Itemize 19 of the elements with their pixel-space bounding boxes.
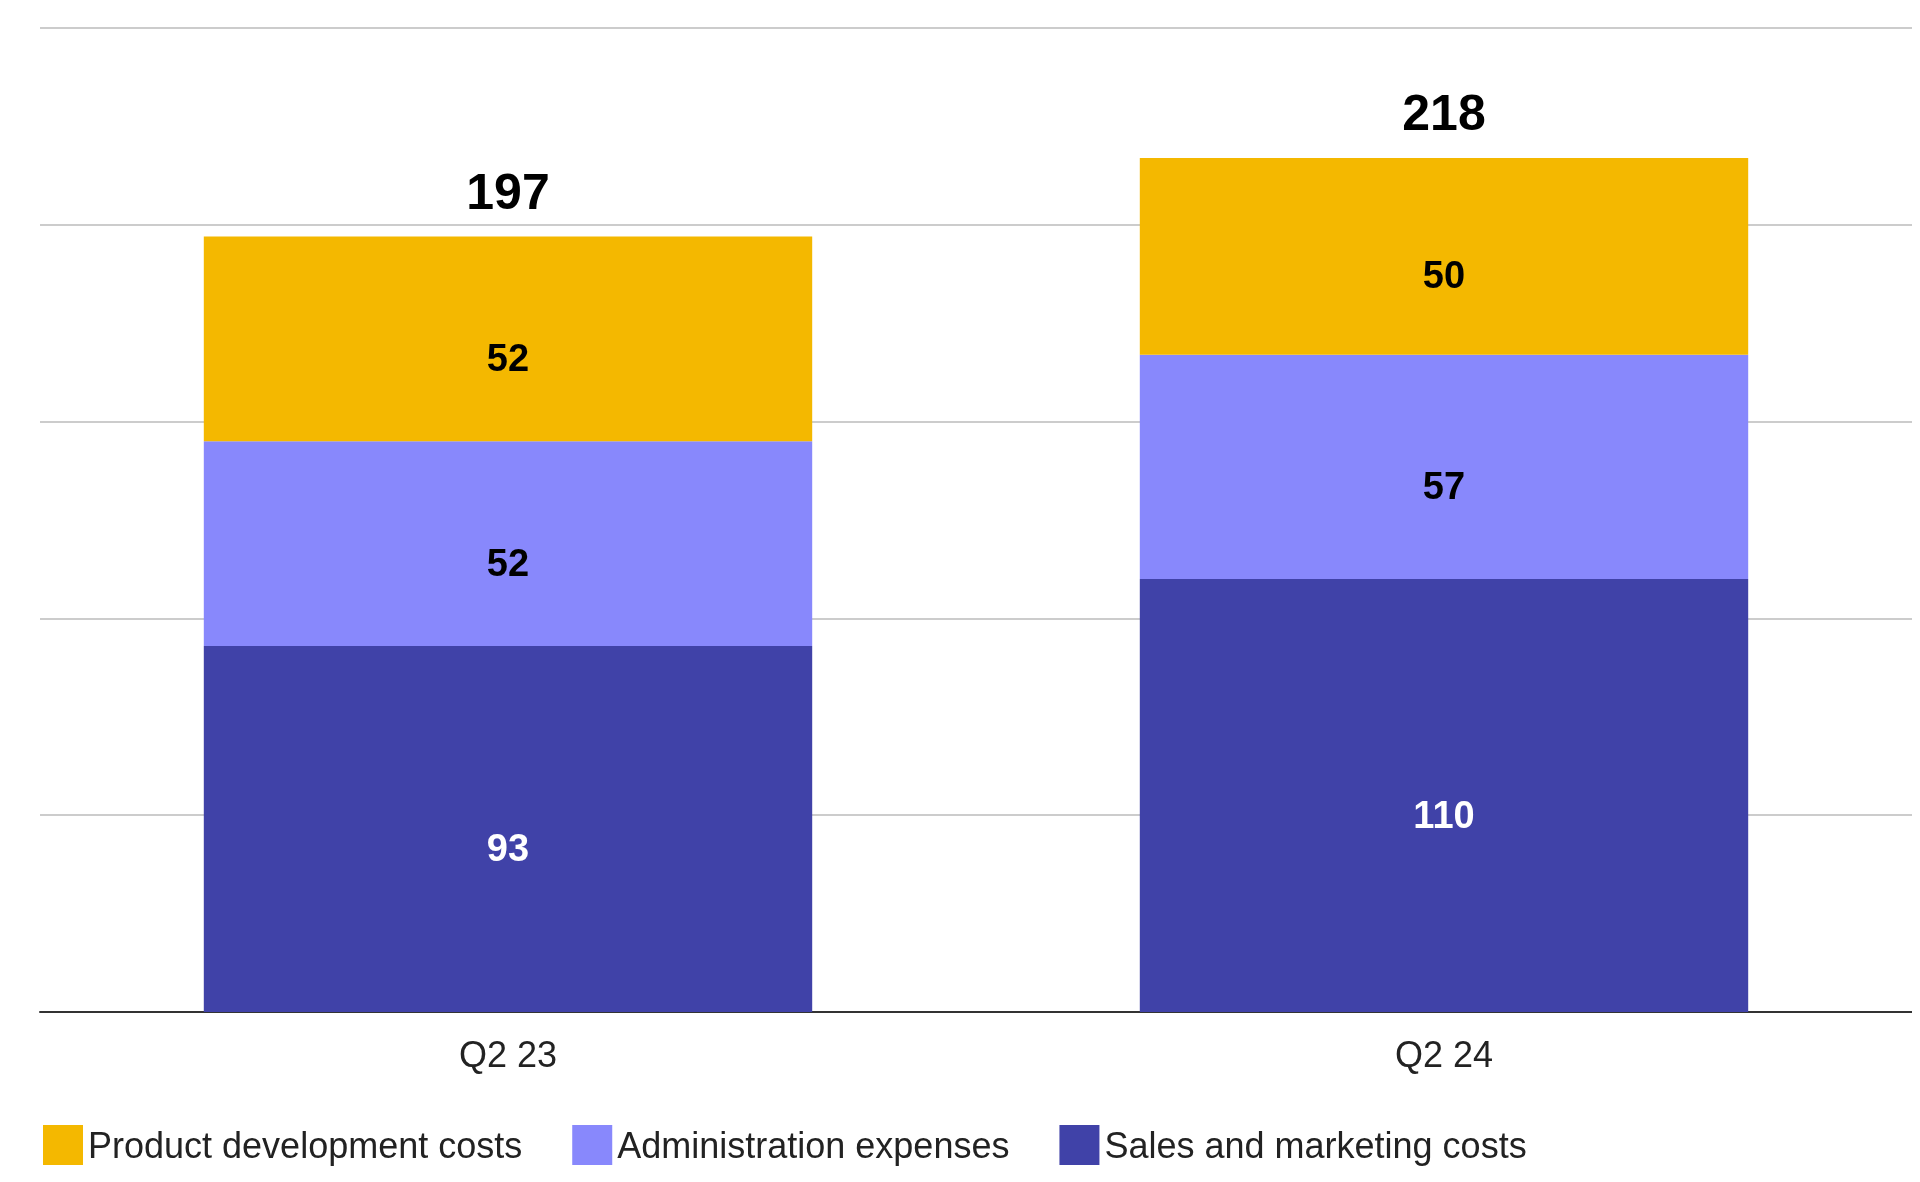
data-label: 93 xyxy=(486,826,530,869)
legend-label: Administration expenses xyxy=(617,1124,1010,1166)
bar xyxy=(203,236,813,442)
total-label: 197 xyxy=(466,163,550,220)
bar xyxy=(1139,354,1749,580)
x-tick-label: Q2 24 xyxy=(1394,1033,1494,1075)
x-tick-label: Q2 23 xyxy=(458,1033,558,1075)
bar xyxy=(203,441,813,646)
data-label: 50 xyxy=(1422,254,1466,297)
data-label: 57 xyxy=(1422,464,1466,507)
bar xyxy=(1139,157,1749,355)
total-label: 218 xyxy=(1402,84,1486,141)
legend-label: Sales and marketing costs xyxy=(1104,1124,1527,1166)
data-label: 110 xyxy=(1413,793,1475,836)
bar xyxy=(203,645,813,1012)
data-label: 52 xyxy=(486,541,530,584)
data-label: 52 xyxy=(486,336,530,379)
legend-label: Product development costs xyxy=(88,1124,523,1166)
bar xyxy=(1139,579,1749,1012)
